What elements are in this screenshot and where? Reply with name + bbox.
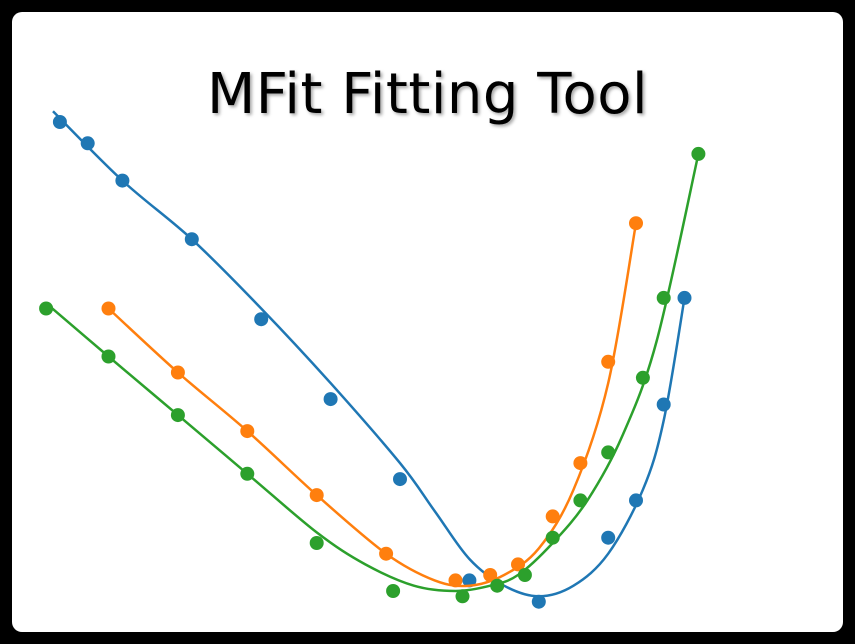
fit-line-2 xyxy=(107,222,638,588)
data-point xyxy=(379,546,394,561)
data-point xyxy=(656,397,671,412)
data-point xyxy=(39,301,54,316)
data-point xyxy=(115,173,130,188)
data-point xyxy=(170,365,185,380)
data-point xyxy=(240,466,255,481)
chart-title: MFit Fitting Tool xyxy=(206,62,649,127)
data-point xyxy=(393,472,407,487)
data-point xyxy=(601,354,616,369)
series-2 xyxy=(101,216,643,588)
data-point xyxy=(635,370,650,385)
data-point xyxy=(448,573,463,588)
data-point xyxy=(629,493,643,508)
data-point xyxy=(517,568,532,582)
data-point xyxy=(691,146,706,161)
data-point xyxy=(677,290,692,305)
data-point xyxy=(80,136,95,151)
data-point xyxy=(386,584,401,598)
data-point xyxy=(601,530,616,545)
data-point xyxy=(545,509,560,524)
data-point xyxy=(309,488,324,503)
series-1 xyxy=(52,110,692,609)
data-point xyxy=(490,578,505,593)
data-point xyxy=(573,456,588,471)
data-point xyxy=(455,589,470,604)
data-point xyxy=(254,312,269,327)
fit-line-3 xyxy=(45,153,700,593)
data-point xyxy=(629,216,643,231)
data-point xyxy=(101,301,116,316)
data-point xyxy=(656,290,671,305)
data-point xyxy=(601,445,616,460)
data-point xyxy=(545,530,560,545)
data-point xyxy=(184,232,199,247)
data-point xyxy=(462,573,477,588)
data-point xyxy=(511,557,525,572)
data-point xyxy=(531,594,546,609)
data-point xyxy=(309,536,324,550)
data-point xyxy=(101,349,116,364)
data-point xyxy=(170,408,185,423)
data-point xyxy=(573,493,588,508)
data-point xyxy=(52,115,67,129)
data-point xyxy=(483,568,498,582)
series-3 xyxy=(39,146,706,604)
chart-panel: MFit Fitting Tool xyxy=(12,12,843,632)
data-point xyxy=(240,424,255,439)
fit-line-1 xyxy=(52,110,686,598)
data-point xyxy=(323,392,338,407)
